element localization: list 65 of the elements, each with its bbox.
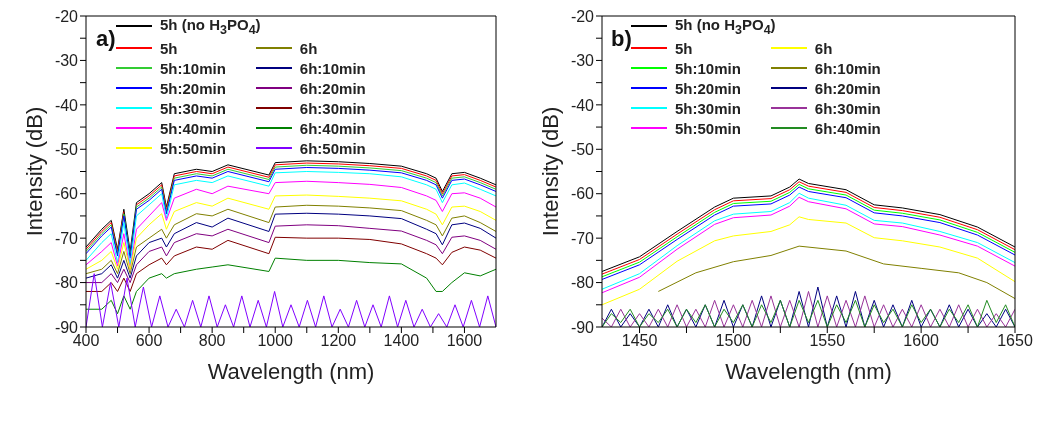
legend-label: 6h:30min [814, 99, 881, 117]
y-tick-label: -50 [54, 140, 79, 158]
legend-label: 6h:10min [299, 59, 366, 77]
y-tick-label: -80 [54, 274, 79, 292]
legend-label: 6h [814, 39, 833, 57]
legend-label: 6h [299, 39, 318, 57]
line-series [657, 245, 1015, 300]
legend-label: 5h:10min [675, 59, 741, 77]
legend-label: 5h:30min [160, 99, 226, 117]
y-tick-label: -40 [570, 96, 595, 114]
legend-label: 5h:50min [160, 139, 226, 157]
legend-label: 5h:50min [675, 119, 741, 137]
line-series [86, 224, 496, 284]
legend-label: 5h:30min [675, 99, 741, 117]
x-tick-label: 400 [72, 332, 100, 350]
line-series [86, 236, 496, 292]
y-tick-label: -20 [570, 7, 595, 25]
line-series [86, 212, 496, 279]
x-tick-label: 1450 [621, 332, 658, 350]
x-tick-label: 1650 [997, 332, 1033, 350]
y-axis-title: Intensity (dB) [537, 106, 563, 237]
x-tick-label: 1500 [715, 332, 752, 350]
x-axis-title: Wavelength (nm) [725, 359, 892, 384]
x-tick-label: 800 [198, 332, 226, 350]
legend-label: 6h:50min [299, 139, 366, 157]
legend-label: 5h:10min [160, 59, 226, 77]
y-tick-label: -70 [570, 229, 595, 247]
y-tick-label: -90 [570, 318, 595, 336]
legend-label: 5h [160, 39, 178, 57]
x-tick-label: 1550 [809, 332, 846, 350]
legend-label: 6h:20min [814, 79, 881, 97]
y-axis-title: Intensity (dB) [21, 106, 47, 237]
legend-label: 6h:10min [814, 59, 881, 77]
legend-label: 6h:20min [299, 79, 366, 97]
legend-label: 5h:40min [160, 119, 226, 137]
y-tick-label: -20 [54, 7, 79, 25]
line-series [602, 216, 1015, 306]
y-tick-label: -40 [54, 96, 79, 114]
y-tick-label: -60 [570, 185, 595, 203]
x-tick-label: 1200 [320, 332, 357, 350]
line-series [86, 257, 496, 315]
x-tick-label: 1600 [446, 332, 483, 350]
legend-label: 5h:20min [675, 79, 741, 97]
legend-label: 5h (no H$_{3}$PO$_{4}$) [675, 15, 776, 37]
y-tick-label: -70 [54, 229, 79, 247]
legend-label: 6h:40min [814, 119, 881, 137]
legend-label: 6h:40min [299, 119, 366, 137]
x-tick-label: 1000 [257, 332, 294, 350]
line-series [86, 194, 496, 270]
x-tick-label: 1400 [383, 332, 420, 350]
legend-label: 5h (no H$_{3}$PO$_{4}$) [160, 15, 261, 37]
text: b) [611, 26, 632, 52]
y-tick-label: -80 [570, 274, 595, 292]
legend-label: 5h:20min [160, 79, 226, 97]
text: a) [96, 26, 116, 52]
x-tick-label: 1600 [903, 332, 940, 350]
legend-label: 6h:30min [299, 99, 366, 117]
y-tick-label: -60 [54, 185, 79, 203]
x-tick-label: 600 [135, 332, 163, 350]
y-tick-label: -50 [570, 140, 595, 158]
x-axis-title: Wavelength (nm) [207, 359, 375, 384]
line-series [86, 204, 496, 275]
y-tick-label: -30 [570, 52, 595, 70]
y-tick-label: -30 [54, 52, 79, 70]
legend-label: 5h [675, 39, 693, 57]
